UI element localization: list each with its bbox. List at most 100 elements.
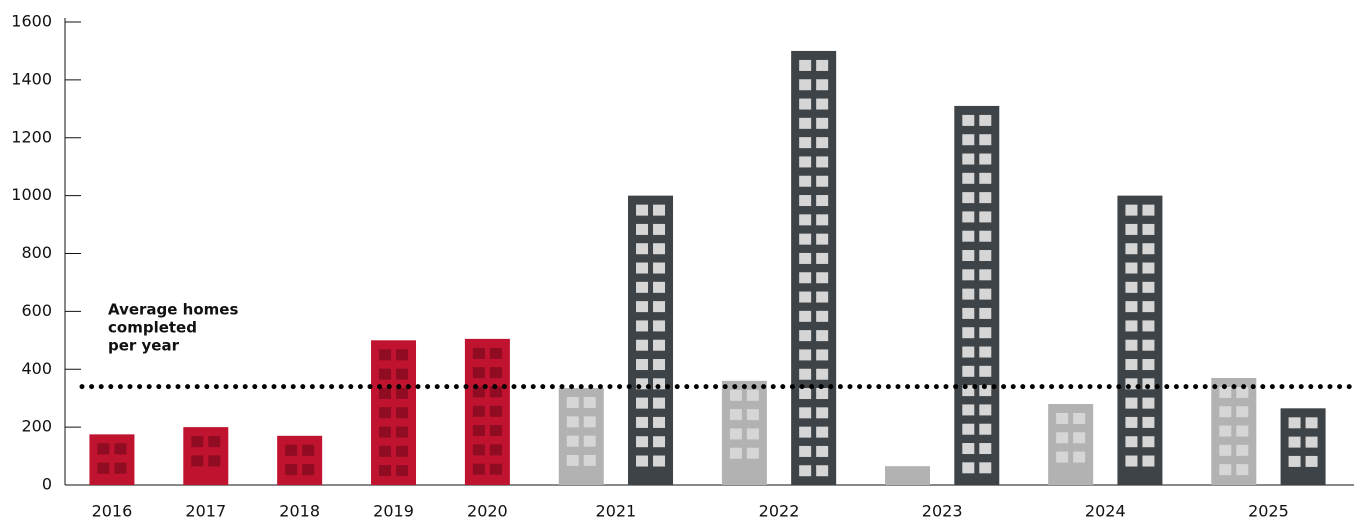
bar [791, 50, 837, 485]
window [1073, 412, 1086, 424]
window [379, 349, 392, 361]
window [489, 463, 502, 475]
window [799, 368, 812, 380]
window [746, 409, 759, 421]
window [1142, 204, 1155, 216]
window [489, 367, 502, 379]
window [1219, 425, 1232, 437]
y-tick-label: 800 [21, 243, 52, 262]
bar [371, 340, 417, 485]
window [636, 301, 649, 313]
window [302, 464, 315, 476]
window [191, 455, 204, 467]
window [1125, 281, 1138, 293]
window [1142, 262, 1155, 274]
annotation: completed [108, 319, 197, 337]
bar [89, 434, 135, 485]
window [396, 368, 409, 380]
window [653, 397, 666, 409]
window [979, 172, 992, 184]
window [379, 426, 392, 438]
y-tick-label: 200 [21, 417, 52, 436]
window [1142, 339, 1155, 351]
window [1125, 262, 1138, 274]
window [799, 272, 812, 284]
x-tick-label: 2025 [1248, 502, 1289, 521]
window [583, 435, 596, 447]
window [816, 388, 829, 400]
window [1219, 444, 1232, 456]
window [1073, 451, 1086, 463]
window [816, 465, 829, 477]
window [1288, 455, 1301, 467]
window [653, 281, 666, 293]
y-tick-label: 0 [42, 475, 52, 494]
window [396, 426, 409, 438]
window [962, 327, 975, 339]
window [962, 192, 975, 204]
window [1125, 416, 1138, 428]
window [1056, 412, 1069, 424]
window [1142, 378, 1155, 390]
bar [183, 427, 229, 485]
window [962, 385, 975, 397]
window [799, 195, 812, 207]
y-tick-label: 1200 [11, 127, 52, 146]
window [1236, 406, 1249, 418]
window [1219, 464, 1232, 476]
window [636, 378, 649, 390]
window [653, 204, 666, 216]
window [962, 404, 975, 416]
window [816, 272, 829, 284]
window [472, 425, 485, 437]
window [472, 347, 485, 359]
window [97, 443, 110, 455]
window [636, 339, 649, 351]
window [1219, 386, 1232, 398]
window [816, 175, 829, 187]
window [979, 385, 992, 397]
window [799, 214, 812, 226]
y-tick-label: 1400 [11, 69, 52, 88]
window [1142, 359, 1155, 371]
window [285, 444, 298, 456]
window [472, 405, 485, 417]
window [746, 389, 759, 401]
window [816, 252, 829, 264]
window [636, 455, 649, 467]
window [816, 214, 829, 226]
window [729, 428, 742, 440]
window [979, 153, 992, 165]
window [979, 443, 992, 455]
bar [464, 338, 510, 485]
window [816, 137, 829, 149]
window [962, 462, 975, 474]
window [816, 445, 829, 457]
window [979, 250, 992, 262]
window [489, 425, 502, 437]
window [583, 454, 596, 466]
window [979, 230, 992, 242]
window [799, 137, 812, 149]
y-tick-label: 600 [21, 301, 52, 320]
bar [558, 388, 604, 485]
window [379, 465, 392, 477]
window [636, 436, 649, 448]
window [799, 98, 812, 110]
window [816, 195, 829, 207]
window [816, 79, 829, 91]
window [566, 416, 579, 428]
window [653, 339, 666, 351]
window [653, 243, 666, 255]
bar [885, 466, 931, 485]
window [962, 153, 975, 165]
window [979, 423, 992, 435]
window [979, 192, 992, 204]
window [302, 444, 315, 456]
window [472, 367, 485, 379]
window [285, 464, 298, 476]
x-tick-label: 2017 [185, 502, 226, 521]
window [379, 368, 392, 380]
window [114, 462, 127, 474]
